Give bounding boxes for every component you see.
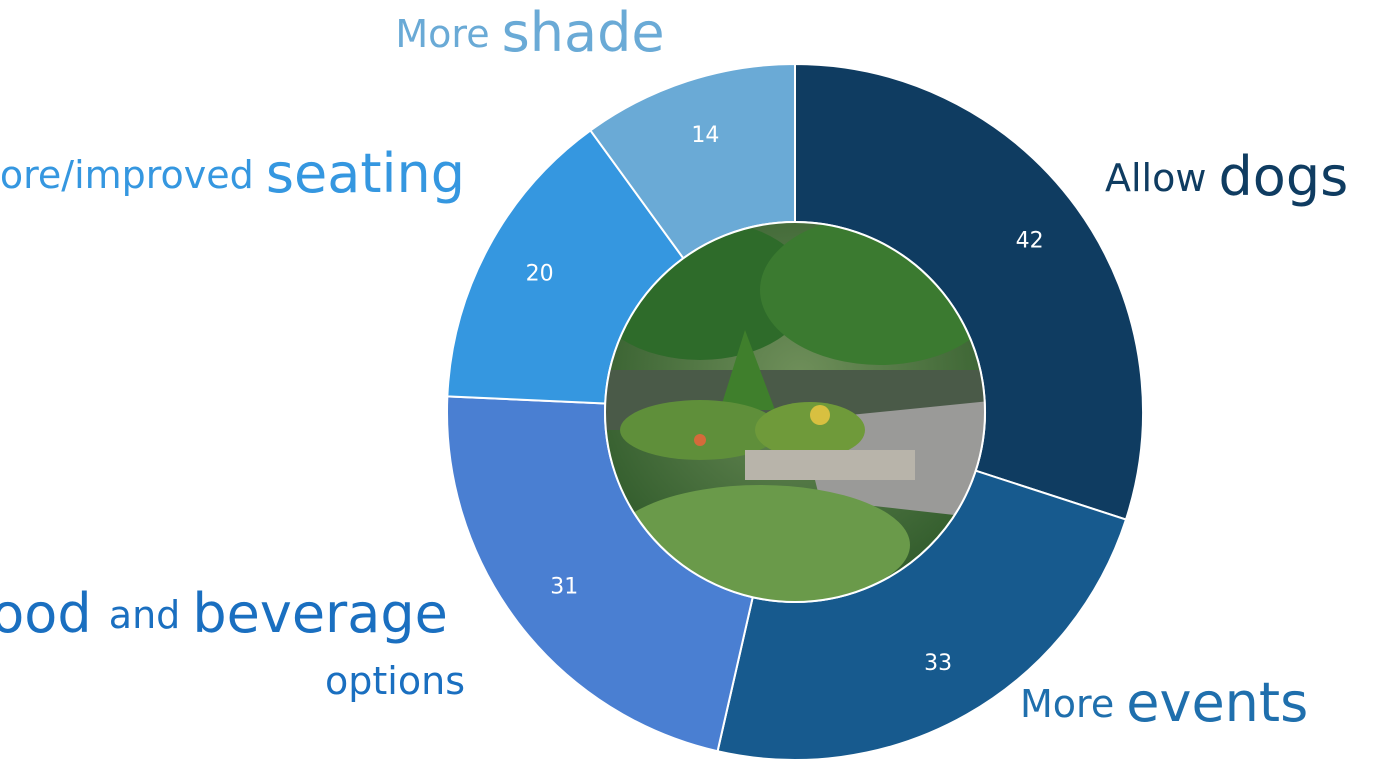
label-word: beverage xyxy=(192,582,465,645)
label-word: seating xyxy=(266,142,465,205)
label-word: food xyxy=(0,582,109,645)
value-label: 33 xyxy=(924,651,952,676)
label-word: More xyxy=(1020,682,1126,726)
value-label: 31 xyxy=(550,575,578,600)
category-label: More food and beverage options xyxy=(0,582,465,703)
category-label: Allow dogs xyxy=(1105,145,1348,208)
category-label: More events xyxy=(1020,671,1308,734)
label-word: More xyxy=(395,12,501,56)
value-label: 14 xyxy=(691,123,719,148)
category-label: More shade xyxy=(395,1,664,64)
value-label: 20 xyxy=(526,262,554,287)
label-word: Allow xyxy=(1105,156,1219,200)
label-word: and xyxy=(109,593,193,637)
label-word: shade xyxy=(502,1,665,64)
label-word: events xyxy=(1126,671,1308,734)
label-word: More/improved xyxy=(0,153,266,197)
hole-border xyxy=(604,221,986,603)
category-label: More/improved seating xyxy=(0,142,465,205)
label-word: dogs xyxy=(1219,145,1349,208)
value-label: 42 xyxy=(1016,229,1044,254)
label-word: options xyxy=(325,659,465,703)
